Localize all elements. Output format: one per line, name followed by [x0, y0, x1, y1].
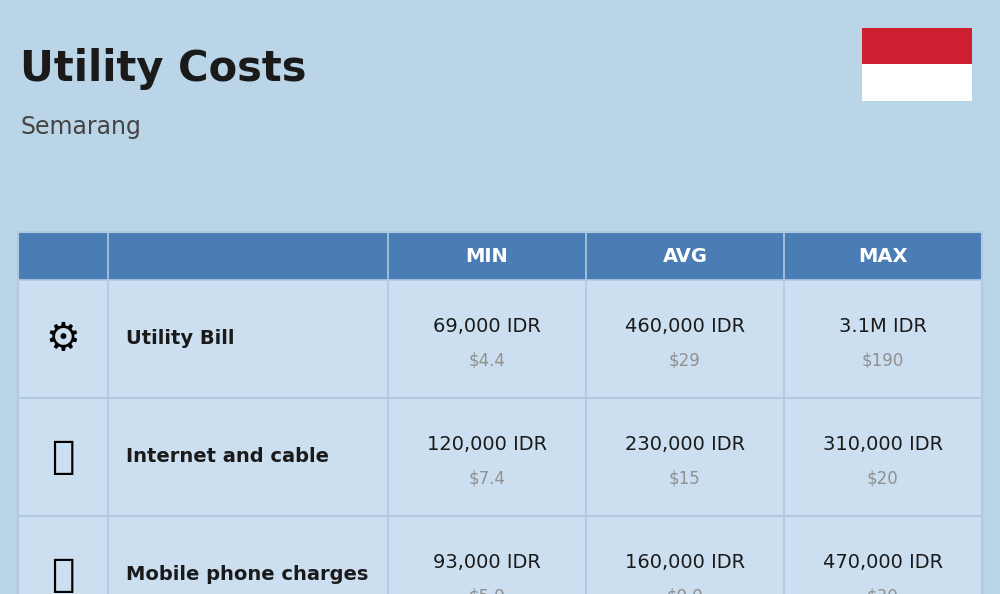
Text: 120,000 IDR: 120,000 IDR	[427, 435, 547, 454]
Text: ⚙️: ⚙️	[46, 320, 80, 358]
Bar	[18, 232, 388, 280]
Text: 160,000 IDR: 160,000 IDR	[625, 554, 745, 573]
Text: $7.4: $7.4	[469, 470, 505, 488]
Bar	[18, 232, 982, 280]
Bar	[18, 398, 982, 516]
Text: MIN: MIN	[466, 247, 508, 266]
Text: 69,000 IDR: 69,000 IDR	[433, 318, 541, 336]
Text: Utility Bill: Utility Bill	[126, 330, 234, 349]
Text: $29: $29	[669, 352, 701, 370]
Bar	[18, 280, 982, 398]
Text: 3.1M IDR: 3.1M IDR	[839, 318, 927, 336]
Bar	[18, 232, 982, 594]
Text: Utility Costs: Utility Costs	[20, 48, 306, 90]
Text: $4.4: $4.4	[469, 352, 505, 370]
Text: 310,000 IDR: 310,000 IDR	[823, 435, 943, 454]
Text: Mobile phone charges: Mobile phone charges	[126, 565, 368, 584]
Text: 230,000 IDR: 230,000 IDR	[625, 435, 745, 454]
Text: $15: $15	[669, 470, 701, 488]
Text: 93,000 IDR: 93,000 IDR	[433, 554, 541, 573]
Text: $190: $190	[862, 352, 904, 370]
Bar	[18, 516, 982, 594]
Text: 470,000 IDR: 470,000 IDR	[823, 554, 943, 573]
Text: 460,000 IDR: 460,000 IDR	[625, 318, 745, 336]
Text: Internet and cable: Internet and cable	[126, 447, 329, 466]
Bar	[862, 64, 972, 101]
Text: MAX: MAX	[858, 247, 908, 266]
Text: $9.9: $9.9	[667, 588, 703, 594]
Bar	[862, 28, 972, 64]
Text: $30: $30	[867, 588, 899, 594]
Text: $5.9: $5.9	[469, 588, 505, 594]
Text: Semarang: Semarang	[20, 115, 141, 139]
Text: $20: $20	[867, 470, 899, 488]
Text: 📱: 📱	[51, 556, 75, 594]
Text: 📡: 📡	[51, 438, 75, 476]
Text: AVG: AVG	[662, 247, 708, 266]
